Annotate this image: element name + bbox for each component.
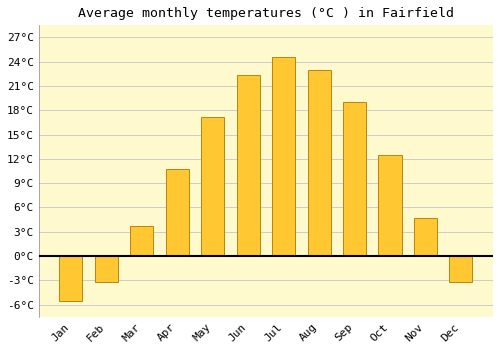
Bar	[450, 256, 472, 282]
Bar	[414, 218, 437, 256]
Title: Average monthly temperatures (°C ) in Fairfield: Average monthly temperatures (°C ) in Fa…	[78, 7, 454, 20]
Bar	[130, 226, 154, 256]
Bar	[378, 155, 402, 256]
Bar	[166, 169, 189, 256]
Bar	[343, 102, 366, 256]
Bar	[201, 117, 224, 256]
Bar	[308, 70, 330, 256]
Bar	[272, 57, 295, 256]
Bar	[236, 76, 260, 256]
Bar	[60, 256, 82, 301]
Bar	[95, 256, 118, 282]
